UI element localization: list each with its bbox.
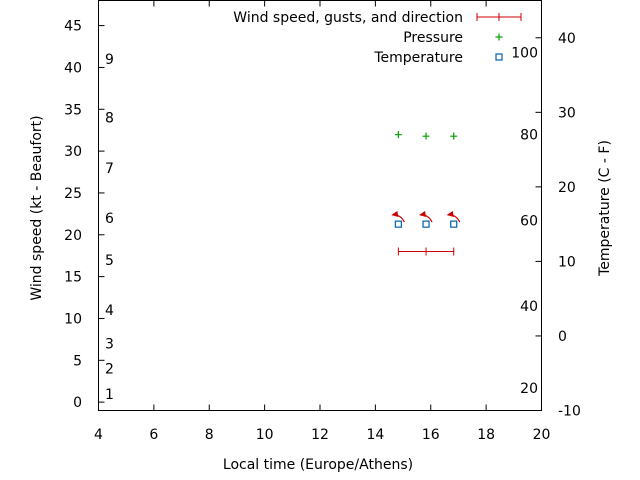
beaufort-label: 8 — [105, 111, 114, 127]
y-tick-label: 5 — [73, 353, 82, 369]
x-tick-label: 4 — [94, 427, 103, 443]
legend-swatch-temperature — [495, 53, 503, 61]
x-tick-label: 18 — [477, 427, 495, 443]
y-tick-label: 20 — [64, 228, 82, 244]
y-tick-label: 10 — [64, 311, 82, 327]
fahrenheit-label: 60 — [520, 213, 538, 229]
fahrenheit-label: 40 — [520, 299, 538, 315]
y2-axis-label: Temperature (C - F) — [597, 140, 613, 277]
y-tick-label: 0 — [73, 395, 82, 411]
y2-tick-label: -10 — [558, 404, 581, 420]
beaufort-label: 1 — [105, 387, 114, 403]
wind-direction-arrowhead — [391, 211, 399, 218]
fahrenheit-label: 80 — [520, 128, 538, 144]
x-tick-label: 20 — [533, 427, 551, 443]
x-tick-label: 14 — [366, 427, 384, 443]
pressure-point — [394, 131, 402, 139]
y2-tick-label: 0 — [558, 329, 567, 345]
wind-direction-arrowhead — [419, 211, 427, 218]
x-tick-label: 6 — [149, 427, 158, 443]
beaufort-label: 6 — [105, 211, 114, 227]
beaufort-label: 3 — [105, 337, 114, 353]
legend-label: Wind speed, gusts, and direction — [233, 10, 463, 26]
y-axis-label: Wind speed (kt - Beaufort) — [29, 115, 45, 300]
x-tick-label: 12 — [311, 427, 329, 443]
plot-frame — [98, 0, 542, 411]
x-tick-label: 10 — [256, 427, 274, 443]
pressure-point — [450, 132, 458, 140]
legend-label: Temperature — [373, 50, 463, 66]
y-tick-label: 30 — [64, 144, 82, 160]
beaufort-label: 4 — [105, 303, 114, 319]
beaufort-label: 2 — [105, 362, 114, 378]
y2-tick-label: 40 — [558, 31, 576, 47]
y-tick-label: 25 — [64, 186, 82, 202]
temperature-point — [394, 220, 402, 228]
x-axis-label: Local time (Europe/Athens) — [223, 457, 413, 473]
pressure-point — [422, 132, 430, 140]
x-tick-label: 16 — [422, 427, 440, 443]
temperature-point — [422, 220, 430, 228]
y2-tick-label: 20 — [558, 180, 576, 196]
y2-tick-label: 30 — [558, 105, 576, 121]
beaufort-label: 9 — [105, 52, 114, 68]
x-tick-label: 8 — [205, 427, 214, 443]
legend: Wind speed, gusts, and direction Pressure… — [233, 10, 522, 66]
fahrenheit-label: 100 — [511, 46, 538, 62]
wind-direction-arrowhead — [446, 211, 454, 218]
y2-tick-label: 10 — [558, 254, 576, 270]
legend-swatch-pressure — [495, 33, 503, 41]
legend-label: Pressure — [403, 30, 463, 46]
beaufort-label: 5 — [105, 253, 114, 269]
fahrenheit-label: 20 — [520, 381, 538, 397]
y-tick-label: 40 — [64, 60, 82, 76]
y-tick-label: 45 — [64, 19, 82, 35]
y-tick-label: 15 — [64, 270, 82, 286]
y-tick-label: 35 — [64, 102, 82, 118]
temperature-point — [450, 220, 458, 228]
beaufort-label: 7 — [105, 161, 114, 177]
